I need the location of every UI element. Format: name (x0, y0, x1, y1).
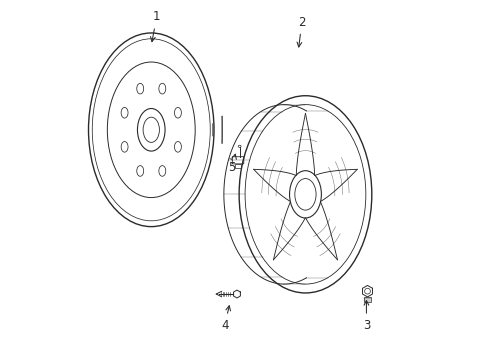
Bar (364, 297, 370, 302)
Text: 1: 1 (150, 10, 160, 42)
Bar (235, 163, 241, 168)
Text: 2: 2 (296, 16, 305, 47)
Text: 3: 3 (362, 301, 369, 332)
Text: 5: 5 (228, 154, 236, 174)
Text: 4: 4 (221, 306, 230, 332)
